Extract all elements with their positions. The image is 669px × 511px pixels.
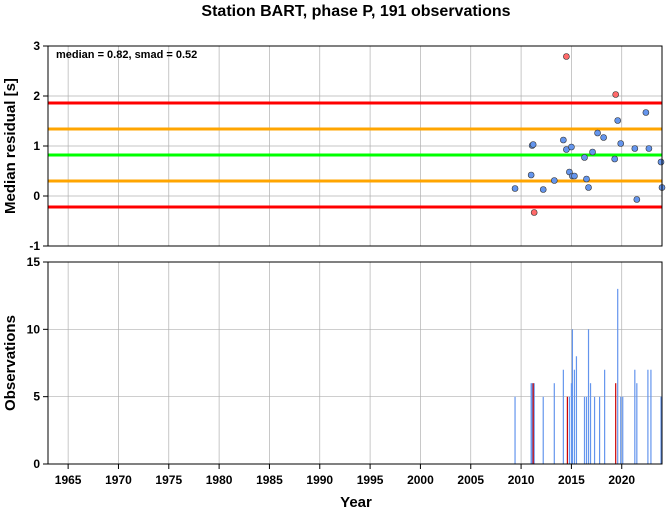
residual-points (511, 53, 666, 216)
top-y-tick-label: 3 (33, 39, 40, 53)
residual-point (560, 136, 567, 144)
residual-point (585, 184, 592, 191)
x-tick-label: 2000 (407, 473, 434, 487)
top-y-tick-label: 1 (33, 139, 40, 153)
x-tick-label: 1990 (306, 473, 333, 487)
x-tick-label: 1970 (105, 473, 132, 487)
residual-point (594, 129, 601, 137)
top-y-tick-label: -1 (29, 239, 40, 253)
residual-point (614, 117, 622, 124)
bottom-y-tick-label: 15 (27, 255, 41, 269)
residual-point (631, 145, 639, 152)
bottom-y-axis-label: Observations (2, 315, 19, 411)
residual-point (529, 141, 537, 148)
residual-point (581, 154, 588, 161)
top-y-axis-label: Median residual [s] (2, 78, 19, 214)
top-y-tick-label: 0 (33, 189, 40, 203)
chart-title: Station BART, phase P, 191 observations (201, 3, 510, 20)
bottom-y-tick-label: 0 (33, 457, 40, 471)
residual-point (550, 177, 558, 184)
x-tick-label: 2020 (608, 473, 635, 487)
bottom-y-ticks: 0 5 10 15 (27, 255, 48, 471)
top-y-ticks: -1 0 1 2 3 (29, 39, 48, 253)
bottom-panel: 0 5 10 15 1965 1970 1975 1980 1985 1990 1995 2000 2… (2, 255, 663, 511)
top-y-tick-label: 2 (33, 89, 40, 103)
x-tick-label: 1975 (155, 473, 182, 487)
residual-point (571, 172, 578, 180)
bottom-plot-frame (47, 261, 663, 465)
residual-point (539, 186, 547, 193)
residual-point (612, 91, 619, 98)
x-tick-label: 2005 (457, 473, 484, 487)
x-axis-label: Year (340, 494, 372, 511)
residual-point (563, 53, 570, 60)
residual-point (657, 158, 665, 166)
residual-point (617, 140, 625, 147)
residual-point (611, 155, 618, 163)
x-tick-label: 2010 (508, 473, 535, 487)
residual-point (530, 209, 538, 216)
residual-point (568, 143, 575, 151)
residual-point (645, 145, 653, 152)
residual-point (600, 134, 607, 141)
residual-point (583, 175, 590, 183)
residual-point (633, 196, 641, 203)
x-tick-label: 1985 (256, 473, 283, 487)
x-tick-label: 1965 (55, 473, 82, 487)
reference-lines (48, 101, 662, 209)
x-ticks: 1965 1970 1975 1980 1985 1990 1995 2000 2005 2010… (55, 464, 635, 487)
residual-point (511, 185, 519, 192)
residual-point (642, 109, 650, 116)
observation-bars (514, 288, 662, 464)
residual-point (589, 148, 596, 156)
bottom-y-tick-label: 10 (27, 322, 41, 336)
top-panel: -1 0 1 2 3 median = 0.82, smad = 0.52 Median… (2, 39, 666, 253)
median-smad-annotation: median = 0.82, smad = 0.52 (56, 49, 197, 61)
residual-point (527, 171, 535, 179)
x-tick-label: 2015 (558, 473, 585, 487)
x-tick-label: 1995 (357, 473, 384, 487)
x-tick-label: 1980 (206, 473, 233, 487)
bottom-y-tick-label: 5 (33, 390, 40, 404)
